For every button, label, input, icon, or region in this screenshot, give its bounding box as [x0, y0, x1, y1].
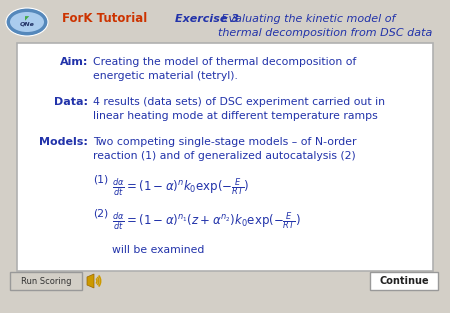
Ellipse shape — [10, 12, 44, 32]
Text: Aim:: Aim: — [59, 57, 88, 67]
Text: ForK Tutorial: ForK Tutorial — [62, 12, 147, 24]
Text: (1): (1) — [93, 174, 108, 184]
FancyBboxPatch shape — [17, 43, 433, 271]
FancyBboxPatch shape — [10, 272, 82, 290]
Text: Data:: Data: — [54, 97, 88, 107]
Text: Exercise 3: Exercise 3 — [175, 14, 239, 24]
Text: Run Scoring: Run Scoring — [21, 276, 71, 285]
Polygon shape — [87, 274, 94, 288]
Text: 4 results (data sets) of DSC experiment carried out in
linear heating mode at di: 4 results (data sets) of DSC experiment … — [93, 97, 385, 121]
Text: Evaluating the kinetic model of
thermal decomposition from DSC data: Evaluating the kinetic model of thermal … — [218, 14, 432, 38]
Text: $\frac{d\alpha}{dt}=(1-\alpha)^{n}k_0\mathrm{exp}(-\frac{E}{RT})$: $\frac{d\alpha}{dt}=(1-\alpha)^{n}k_0\ma… — [112, 176, 249, 198]
Text: QNe: QNe — [19, 22, 35, 27]
Text: Creating the model of thermal decomposition of
energetic material (tetryl).: Creating the model of thermal decomposit… — [93, 57, 356, 81]
Text: will be examined: will be examined — [112, 245, 204, 255]
Text: $\frac{d\alpha}{dt}=(1-\alpha)^{n_1}(z+\alpha^{n_2})k_0\mathrm{exp}(-\frac{E}{RT: $\frac{d\alpha}{dt}=(1-\alpha)^{n_1}(z+\… — [112, 210, 301, 232]
Text: (2): (2) — [93, 208, 108, 218]
FancyBboxPatch shape — [370, 272, 438, 290]
Text: Continue: Continue — [379, 276, 429, 286]
Ellipse shape — [6, 8, 48, 36]
Text: Two competing single-stage models – of N-order
reaction (1) and of generalized a: Two competing single-stage models – of N… — [93, 137, 356, 162]
Text: Models:: Models: — [39, 137, 88, 147]
Text: ◤: ◤ — [25, 17, 29, 22]
